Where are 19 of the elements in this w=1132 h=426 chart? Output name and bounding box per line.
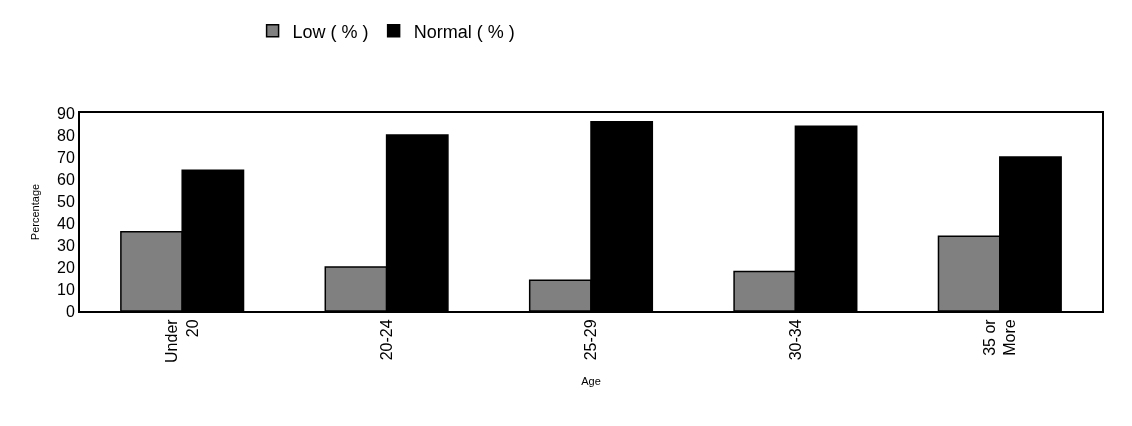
y-tick-label: 70 xyxy=(57,148,75,166)
x-tick-label: 30-34 xyxy=(786,319,804,361)
y-axis-title: Percentage xyxy=(29,183,42,241)
y-tick-label: 40 xyxy=(57,214,75,232)
y-tick-label: 50 xyxy=(57,192,75,210)
x-tick-label: 25-29 xyxy=(582,319,600,361)
legend-label: Normal ( % ) xyxy=(413,21,515,42)
x-axis-title: Age xyxy=(581,374,601,387)
y-tick-label: 90 xyxy=(57,104,75,122)
x-tick-label: Under 20 xyxy=(163,318,201,363)
y-tick-label: 80 xyxy=(57,126,75,144)
y-tick-label: 0 xyxy=(65,302,75,320)
y-tick-label: 20 xyxy=(57,258,75,276)
legend-label: Low ( % ) xyxy=(292,21,369,42)
x-tick-label: 35 or More xyxy=(980,318,1019,356)
x-tick-label: 20-24 xyxy=(377,319,395,361)
y-tick-label: 10 xyxy=(57,280,75,298)
y-tick-label: 30 xyxy=(57,236,75,254)
y-tick-label: 60 xyxy=(57,170,75,188)
